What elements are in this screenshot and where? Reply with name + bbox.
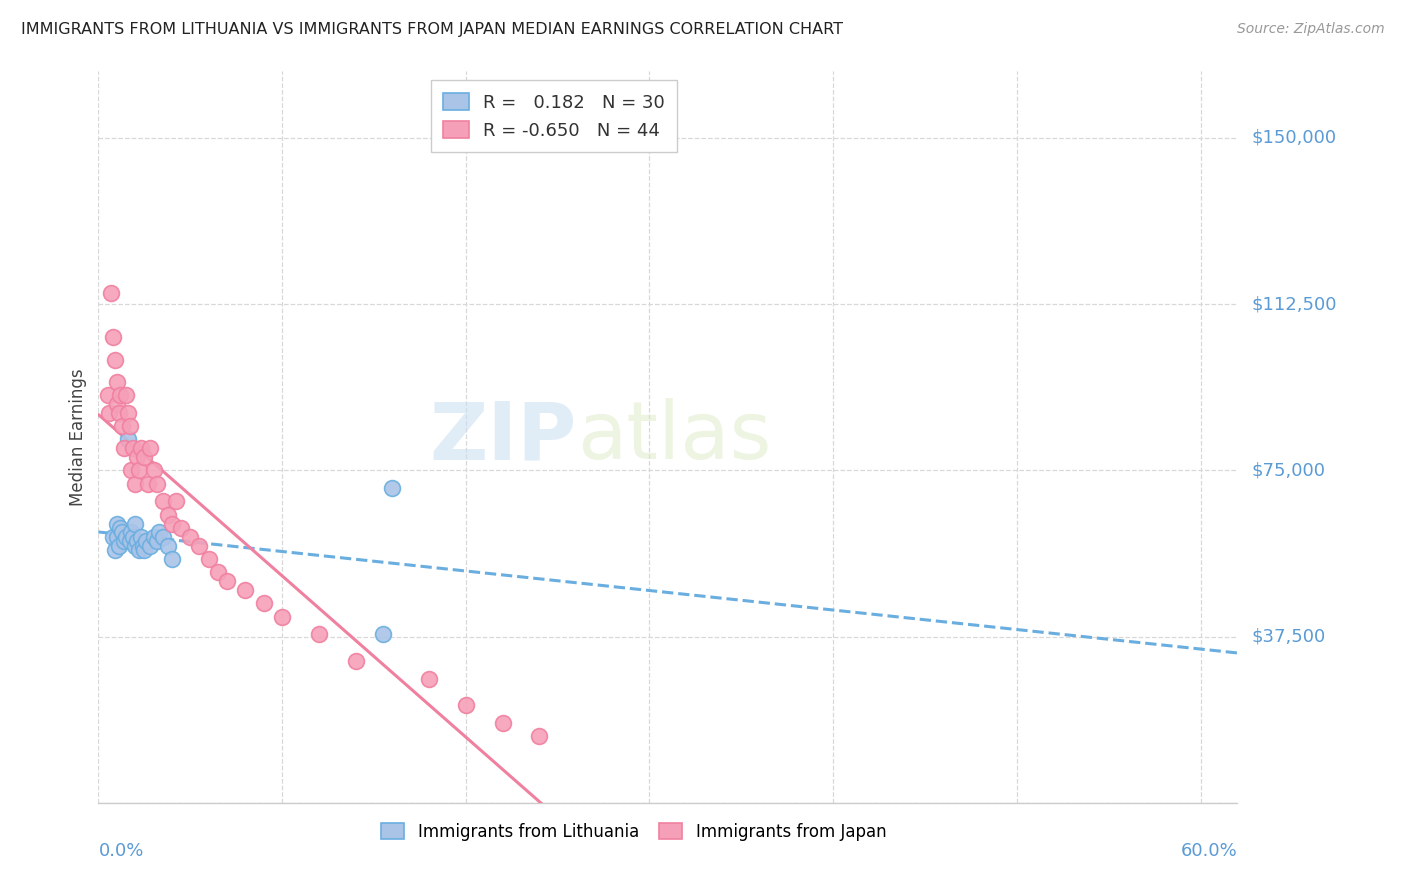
Point <box>491 716 513 731</box>
Point <box>235 582 257 597</box>
Point <box>381 481 404 495</box>
Point <box>179 530 201 544</box>
Point <box>197 552 219 566</box>
Point <box>371 627 394 641</box>
Point <box>111 419 134 434</box>
Point <box>134 450 156 464</box>
Text: 60.0%: 60.0% <box>1181 842 1237 860</box>
Point <box>271 609 294 624</box>
Point <box>124 516 146 531</box>
Point <box>125 450 148 464</box>
Point <box>122 530 145 544</box>
Point <box>308 627 330 641</box>
Point <box>105 397 128 411</box>
Point <box>152 494 174 508</box>
Point <box>146 476 169 491</box>
Point <box>97 388 120 402</box>
Point <box>100 285 122 300</box>
Text: IMMIGRANTS FROM LITHUANIA VS IMMIGRANTS FROM JAPAN MEDIAN EARNINGS CORRELATION C: IMMIGRANTS FROM LITHUANIA VS IMMIGRANTS … <box>21 22 844 37</box>
Point <box>142 463 165 477</box>
Point <box>104 543 127 558</box>
Text: 0.0%: 0.0% <box>98 842 143 860</box>
Point <box>124 539 146 553</box>
Text: ZIP: ZIP <box>429 398 576 476</box>
Point <box>418 672 440 686</box>
Point <box>157 539 180 553</box>
Point <box>253 596 276 610</box>
Point <box>157 508 180 522</box>
Point <box>165 494 187 508</box>
Point <box>118 419 141 434</box>
Point <box>134 543 156 558</box>
Point <box>129 441 152 455</box>
Point <box>105 516 128 531</box>
Point <box>117 406 139 420</box>
Text: Source: ZipAtlas.com: Source: ZipAtlas.com <box>1237 22 1385 37</box>
Point <box>111 525 134 540</box>
Text: $112,500: $112,500 <box>1251 295 1337 313</box>
Text: $37,500: $37,500 <box>1251 628 1326 646</box>
Point <box>344 654 367 668</box>
Point <box>122 441 145 455</box>
Point <box>115 388 138 402</box>
Point <box>101 530 124 544</box>
Point <box>529 729 551 743</box>
Point <box>131 539 153 553</box>
Point <box>107 406 129 420</box>
Text: atlas: atlas <box>576 398 770 476</box>
Point <box>121 463 143 477</box>
Point <box>207 566 229 580</box>
Point <box>135 534 157 549</box>
Point <box>139 441 162 455</box>
Point <box>188 539 211 553</box>
Point <box>125 534 148 549</box>
Point <box>105 375 128 389</box>
Point <box>128 463 150 477</box>
Point <box>110 521 132 535</box>
Point <box>98 406 121 420</box>
Point <box>160 516 183 531</box>
Point <box>121 525 143 540</box>
Legend: Immigrants from Lithuania, Immigrants from Japan: Immigrants from Lithuania, Immigrants fr… <box>373 814 894 849</box>
Point <box>170 521 193 535</box>
Point <box>136 476 159 491</box>
Point <box>128 543 150 558</box>
Y-axis label: Median Earnings: Median Earnings <box>69 368 87 506</box>
Point <box>101 330 124 344</box>
Point <box>148 525 170 540</box>
Point <box>104 352 127 367</box>
Point <box>124 476 146 491</box>
Point <box>215 574 238 589</box>
Point <box>454 698 477 713</box>
Point <box>142 530 165 544</box>
Point <box>139 539 162 553</box>
Point <box>112 441 135 455</box>
Point <box>160 552 183 566</box>
Text: $75,000: $75,000 <box>1251 461 1326 479</box>
Point <box>146 534 169 549</box>
Point <box>112 534 135 549</box>
Point <box>118 534 141 549</box>
Text: $150,000: $150,000 <box>1251 128 1336 147</box>
Point <box>152 530 174 544</box>
Point <box>129 530 152 544</box>
Point <box>115 530 138 544</box>
Point <box>110 388 132 402</box>
Point <box>107 539 129 553</box>
Point <box>105 530 128 544</box>
Point <box>117 432 139 446</box>
